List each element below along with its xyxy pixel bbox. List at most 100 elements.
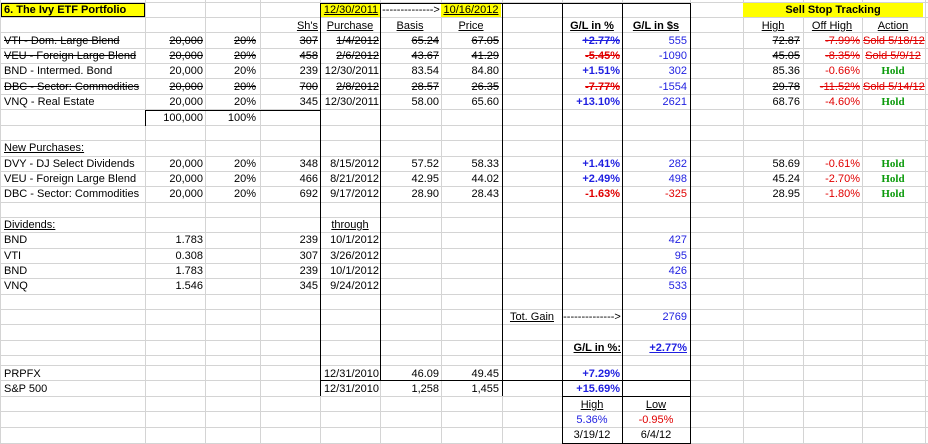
np-action: Hold <box>881 158 905 170</box>
holding-shares: 700 <box>299 81 318 93</box>
holding-high: 85.36 <box>772 65 800 77</box>
grid-row-line <box>0 324 928 325</box>
border-line <box>562 396 691 397</box>
np-off-high: -0.61% <box>825 158 860 170</box>
grid-col-line <box>743 0 744 444</box>
grid-row-line <box>0 140 928 141</box>
np-name: DVY - DJ Select Dividends <box>4 158 135 170</box>
col-action: Action <box>877 20 909 32</box>
border-line <box>145 110 321 111</box>
holding-off-high: -11.52% <box>819 81 860 93</box>
grid-row-line <box>0 396 928 397</box>
dividends-through: through <box>331 219 369 231</box>
div-amount: 1.783 <box>175 234 203 246</box>
grid-row-line <box>0 63 928 64</box>
grid-row-line <box>0 248 928 249</box>
holding-off-high: -0.66% <box>825 65 860 77</box>
holding-shares: 345 <box>299 96 318 108</box>
border-line <box>690 3 691 444</box>
holding-date: 2/6/2012 <box>336 50 379 62</box>
holding-alloc: 20,000 <box>169 96 203 108</box>
grid-row-line <box>0 294 928 295</box>
np-action: Hold <box>881 173 905 185</box>
np-name: DBC - Sector: Commodities <box>4 188 140 200</box>
div-amount: 1.783 <box>175 265 203 277</box>
holding-alloc: 20,000 <box>169 50 203 62</box>
date-arrow: --------------> <box>382 4 440 16</box>
holding-high: 72.87 <box>772 35 800 47</box>
holding-date: 1/4/2012 <box>336 35 379 47</box>
border-line <box>562 3 563 444</box>
holding-basis: 83.54 <box>411 65 439 77</box>
holding-price: 65.60 <box>471 96 499 108</box>
holding-gl-pct: +2.77% <box>582 35 620 47</box>
np-gl-usd: 498 <box>668 173 687 185</box>
border-line <box>320 380 691 381</box>
np-basis: 28.90 <box>411 188 439 200</box>
np-price: 44.02 <box>471 173 499 185</box>
benchmark-gl-pct: +15.69% <box>576 383 620 395</box>
end-date: 10/16/2012 <box>443 4 499 16</box>
title-box <box>1 3 145 17</box>
col-purchase: Purchase <box>326 20 374 32</box>
div-shares: 239 <box>299 234 318 246</box>
start-date: 12/30/2011 <box>323 4 379 16</box>
holding-alloc: 20,000 <box>169 81 203 93</box>
dividends-label: Dividends: <box>4 219 56 231</box>
grid-row-line <box>0 32 928 33</box>
holding-action: Sold 5/14/12 <box>863 81 925 93</box>
col-basis: Basis <box>396 20 424 32</box>
holding-basis: 43.67 <box>411 50 439 62</box>
holding-gl-usd: 2621 <box>662 96 687 108</box>
portfolio-title: 6. The Ivy ETF Portfolio <box>4 4 127 16</box>
holding-pct: 20% <box>233 81 256 93</box>
low-value: -0.95% <box>638 414 674 426</box>
holding-gl-usd: -1090 <box>658 50 687 62</box>
grid-row-line <box>0 309 928 310</box>
benchmark-date: 12/31/2010 <box>323 368 379 380</box>
low-date: 6/4/12 <box>640 429 672 441</box>
grid-row-line <box>0 411 928 412</box>
div-amount: 1.546 <box>175 280 203 292</box>
grid-row-line <box>0 186 928 187</box>
grid-row-line <box>0 2 928 3</box>
grid-row-line <box>0 94 928 95</box>
div-name: BND <box>4 265 28 277</box>
grid-row-line <box>0 202 928 203</box>
grid-col-line <box>260 0 261 444</box>
grid-row-line <box>0 340 928 341</box>
sell-stop-bg <box>743 3 923 17</box>
np-gl-pct: +2.49% <box>582 173 620 185</box>
high-date: 3/19/12 <box>573 429 611 441</box>
np-date: 8/15/2012 <box>330 158 379 170</box>
holding-gl-usd: 302 <box>668 65 687 77</box>
np-shares: 466 <box>299 173 318 185</box>
benchmark-name: S&P 500 <box>4 383 48 395</box>
div-date: 9/24/2012 <box>330 280 379 292</box>
holding-action: Sold 5/9/12 <box>865 50 921 62</box>
sell-stop-title: Sell Stop Tracking <box>785 4 881 16</box>
div-usd: 426 <box>668 265 687 277</box>
np-alloc: 20,000 <box>169 188 203 200</box>
np-gl-usd: 282 <box>668 158 687 170</box>
holding-alloc: 20,000 <box>169 65 203 77</box>
div-usd: 427 <box>668 234 687 246</box>
holding-gl-usd: 555 <box>668 35 687 47</box>
start-date-bg <box>321 3 381 17</box>
holding-date: 12/30/2011 <box>324 65 379 77</box>
np-shares: 348 <box>299 158 318 170</box>
grid-row-line <box>0 217 928 218</box>
div-name: VTI <box>4 250 22 262</box>
div-name: BND <box>4 234 28 246</box>
tot-gain-value: 2769 <box>662 311 687 323</box>
grid-col-line <box>862 0 863 444</box>
np-date: 8/21/2012 <box>330 173 379 185</box>
np-action: Hold <box>881 188 905 200</box>
div-usd: 533 <box>668 280 687 292</box>
holding-name: VNQ - Real Estate <box>4 96 95 108</box>
holding-name: BND - Intermed. Bond <box>4 65 113 77</box>
benchmark-basis: 1,258 <box>411 383 439 395</box>
grid-row-line <box>0 355 928 356</box>
gl-pct-label: G/L in %: <box>573 342 621 354</box>
holding-high: 29.78 <box>772 81 800 93</box>
